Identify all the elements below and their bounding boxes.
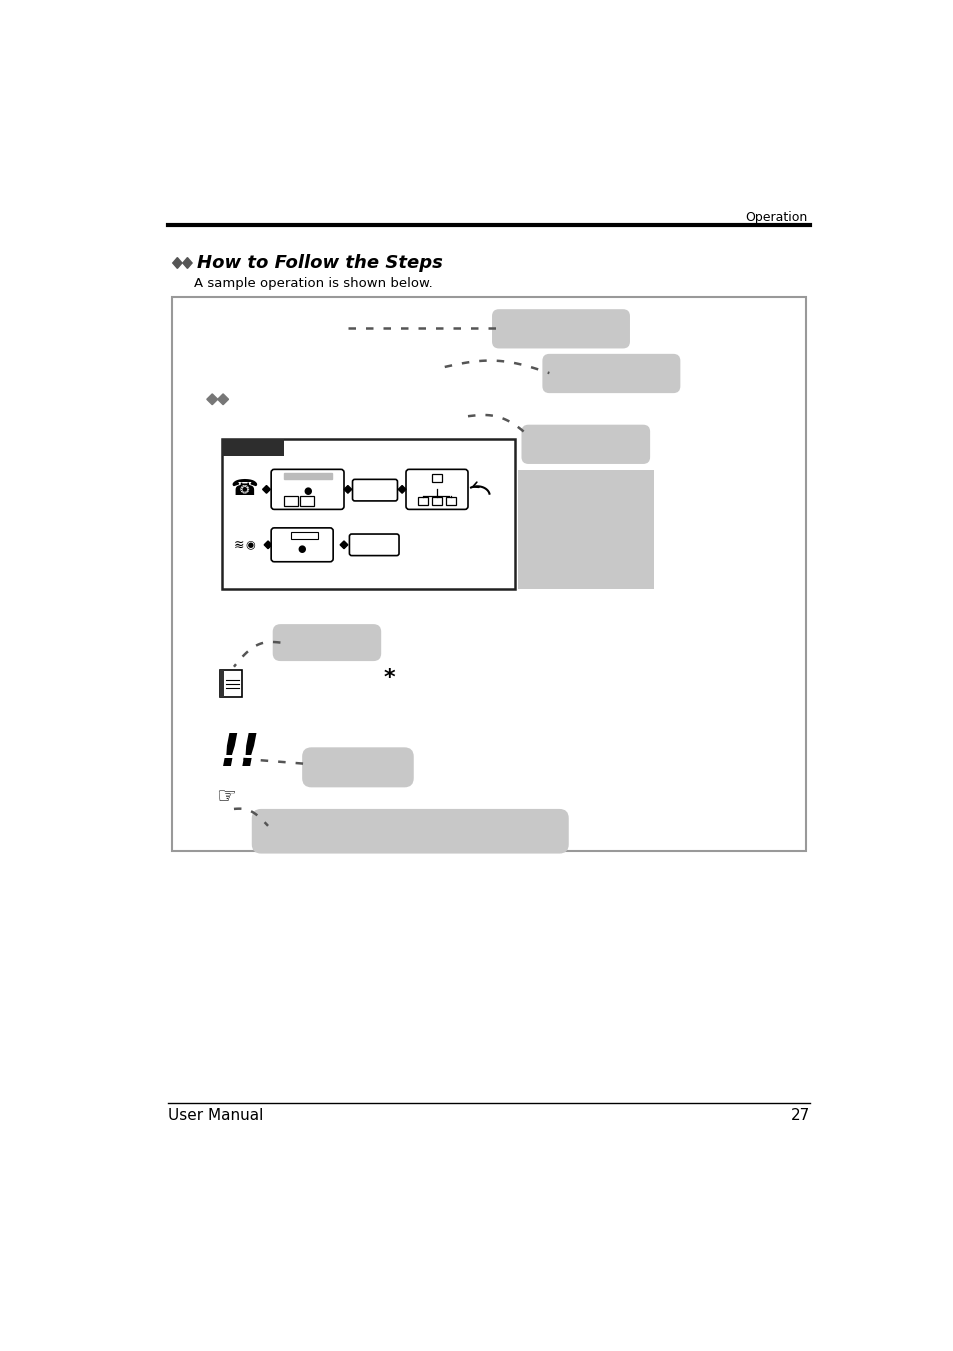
FancyBboxPatch shape <box>353 480 397 501</box>
Text: A sample operation is shown below.: A sample operation is shown below. <box>193 277 432 290</box>
Polygon shape <box>264 540 272 549</box>
Text: ☞: ☞ <box>216 788 236 808</box>
Bar <box>283 473 332 480</box>
Text: User Manual: User Manual <box>168 1108 263 1123</box>
Polygon shape <box>340 540 348 549</box>
Text: ☎: ☎ <box>231 480 258 500</box>
Bar <box>431 474 442 482</box>
Text: Operation: Operation <box>744 211 806 224</box>
Text: How to Follow the Steps: How to Follow the Steps <box>196 254 442 272</box>
Bar <box>291 532 317 539</box>
Bar <box>431 497 442 505</box>
Polygon shape <box>207 394 217 405</box>
Text: ≋: ≋ <box>233 538 244 551</box>
Text: ◉: ◉ <box>245 540 255 550</box>
Bar <box>220 670 224 697</box>
Bar <box>417 497 428 505</box>
FancyBboxPatch shape <box>349 534 398 555</box>
Bar <box>299 496 314 507</box>
FancyBboxPatch shape <box>492 309 629 349</box>
Text: !!: !! <box>220 732 260 775</box>
Polygon shape <box>344 485 352 493</box>
FancyBboxPatch shape <box>271 469 344 509</box>
Text: 27: 27 <box>790 1108 809 1123</box>
Bar <box>517 470 654 589</box>
Bar <box>284 496 298 507</box>
Polygon shape <box>262 485 270 493</box>
FancyBboxPatch shape <box>521 424 649 463</box>
FancyBboxPatch shape <box>273 624 381 661</box>
FancyBboxPatch shape <box>302 747 414 788</box>
Text: ●: ● <box>297 543 306 554</box>
Bar <box>220 670 241 697</box>
Polygon shape <box>217 394 229 405</box>
Polygon shape <box>183 258 192 269</box>
Bar <box>445 497 456 505</box>
FancyBboxPatch shape <box>252 809 568 854</box>
Bar <box>172 297 805 851</box>
FancyBboxPatch shape <box>542 354 679 393</box>
FancyBboxPatch shape <box>271 528 333 562</box>
Polygon shape <box>172 258 182 269</box>
Text: *: * <box>383 667 395 688</box>
Text: ●: ● <box>303 486 312 496</box>
Bar <box>222 439 284 457</box>
Polygon shape <box>397 485 406 493</box>
FancyBboxPatch shape <box>406 469 468 509</box>
Bar <box>222 439 514 589</box>
